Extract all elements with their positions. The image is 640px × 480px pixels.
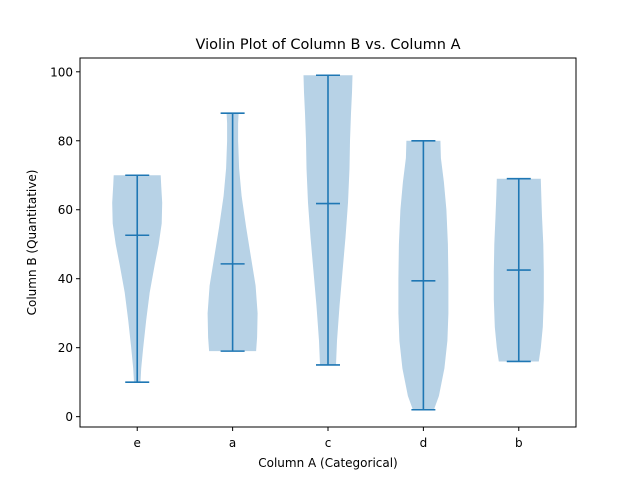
y-tick-label: 60 [58,203,73,217]
x-tick-label: a [229,436,236,450]
x-tick-label: b [515,436,523,450]
chart-title: Violin Plot of Column B vs. Column A [196,37,461,53]
plot-frame [79,57,577,428]
y-tick-label: 80 [58,134,73,148]
x-tick-label: e [134,436,141,450]
x-tick-label: c [325,436,332,450]
y-tick-label: 0 [65,410,73,424]
y-tick-label: 100 [50,65,73,79]
x-axis-label: Column A (Categorical) [258,456,398,470]
x-tick-label: d [420,436,428,450]
plot-area: 0 20 40 60 80 100 e a c d b [50,65,544,450]
y-axis-label: Column B (Quantitative) [25,170,39,316]
y-tick-label: 20 [58,341,73,355]
y-tick-label: 40 [58,272,73,286]
